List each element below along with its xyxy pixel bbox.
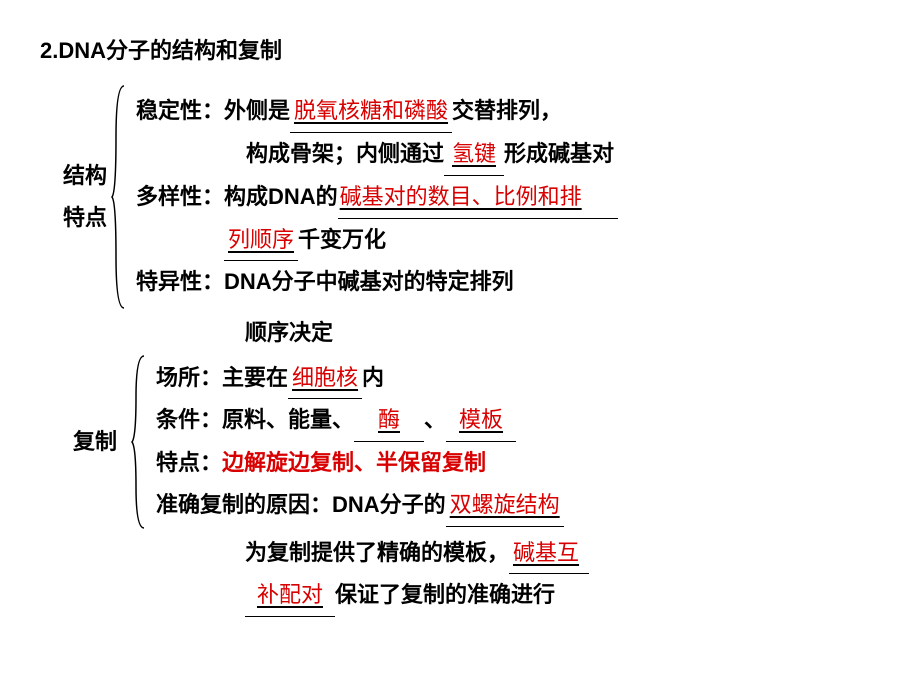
text: 准确复制的原因：DNA分子的 bbox=[156, 492, 446, 517]
text-line: 稳定性：外侧是脱氧核糖和磷酸交替排列， bbox=[136, 90, 618, 133]
fill-text: 脱氧核糖和磷酸 bbox=[294, 98, 448, 123]
structure-label: 结构特点 bbox=[60, 155, 110, 239]
text-line: 特异性：DNA分子中碱基对的特定排列 bbox=[136, 261, 618, 303]
text: 形成碱基对 bbox=[504, 141, 614, 166]
text: 特异性：DNA分子中碱基对的特定排列 bbox=[136, 269, 514, 294]
fill-text: 半保留复制 bbox=[376, 450, 486, 475]
fill-text: 酶 bbox=[378, 407, 400, 432]
replication-content: 场所：主要在细胞核内 条件：原料、能量、酶、模板 特点：边解旋边复制、半保留复制… bbox=[148, 357, 564, 527]
text: 保证了复制的准确进行 bbox=[335, 582, 555, 607]
fill-text: 列顺序 bbox=[228, 227, 294, 252]
text-line: 补配对保证了复制的准确进行 bbox=[245, 574, 880, 617]
text: 内 bbox=[362, 365, 384, 390]
text: 、 bbox=[354, 450, 376, 475]
text: 场所：主要在 bbox=[156, 365, 288, 390]
section-title: 2.DNA分子的结构和复制 bbox=[40, 30, 880, 72]
text-line: 构成骨架；内侧通过氢键形成碱基对 bbox=[246, 133, 618, 176]
text: 稳定性：外侧是 bbox=[136, 98, 290, 123]
fill-text: 细胞核 bbox=[292, 365, 358, 390]
brace-icon bbox=[110, 82, 128, 312]
fill-text: 双螺旋结构 bbox=[450, 492, 560, 517]
text: 、 bbox=[424, 407, 446, 432]
text-line: 准确复制的原因：DNA分子的双螺旋结构 bbox=[156, 484, 564, 527]
text: 多样性：构成DNA的 bbox=[136, 184, 338, 209]
text: 顺序决定 bbox=[245, 320, 333, 345]
structure-section: 结构特点 稳定性：外侧是脱氧核糖和磷酸交替排列， 构成骨架；内侧通过氢键形成碱基… bbox=[60, 82, 880, 312]
text: 条件：原料、能量、 bbox=[156, 407, 354, 432]
text-line: 列顺序千变万化 bbox=[224, 219, 618, 262]
text: 千变万化 bbox=[298, 227, 386, 252]
fill-text: 碱基对的数目、比例和排 bbox=[340, 184, 582, 209]
text-line: 场所：主要在细胞核内 bbox=[156, 357, 564, 400]
text-line: 多样性：构成DNA的碱基对的数目、比例和排 bbox=[136, 176, 618, 219]
replication-section: 复制 场所：主要在细胞核内 条件：原料、能量、酶、模板 特点：边解旋边复制、半保… bbox=[60, 352, 880, 532]
fill-text: 补配对 bbox=[257, 582, 323, 607]
replication-label: 复制 bbox=[60, 421, 130, 463]
text: 交替排列， bbox=[452, 98, 562, 123]
text-line: 顺序决定 bbox=[245, 312, 880, 354]
text-line: 条件：原料、能量、酶、模板 bbox=[156, 399, 564, 442]
text-line: 为复制提供了精确的模板，碱基互 bbox=[245, 532, 880, 575]
text: 构成骨架；内侧通过 bbox=[246, 141, 444, 166]
fill-text: 边解旋边复制 bbox=[222, 450, 354, 475]
structure-content: 稳定性：外侧是脱氧核糖和磷酸交替排列， 构成骨架；内侧通过氢键形成碱基对 多样性… bbox=[128, 90, 618, 303]
text-line: 特点：边解旋边复制、半保留复制 bbox=[156, 442, 564, 484]
fill-text: 模板 bbox=[459, 407, 503, 432]
text: 特点： bbox=[156, 450, 222, 475]
fill-text: 氢键 bbox=[452, 141, 496, 166]
fill-text: 碱基互 bbox=[513, 540, 579, 565]
text: 为复制提供了精确的模板， bbox=[245, 540, 509, 565]
brace-icon bbox=[130, 352, 148, 532]
